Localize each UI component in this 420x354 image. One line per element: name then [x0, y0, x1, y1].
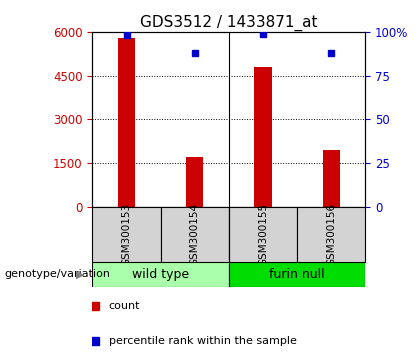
- Bar: [229, 262, 365, 287]
- Text: ▶: ▶: [76, 269, 84, 279]
- Text: wild type: wild type: [132, 268, 189, 281]
- Text: GSM300153: GSM300153: [121, 203, 131, 266]
- Text: furin null: furin null: [269, 268, 325, 281]
- Text: genotype/variation: genotype/variation: [4, 269, 110, 279]
- Bar: [297, 207, 365, 262]
- Bar: [92, 207, 161, 262]
- Bar: [229, 207, 297, 262]
- Text: percentile rank within the sample: percentile rank within the sample: [109, 336, 297, 346]
- Bar: [161, 207, 229, 262]
- Text: GSM300154: GSM300154: [190, 203, 200, 266]
- Bar: [255, 67, 272, 207]
- Bar: [323, 150, 340, 207]
- Bar: [118, 38, 135, 207]
- Title: GDS3512 / 1433871_at: GDS3512 / 1433871_at: [140, 14, 318, 30]
- Text: GSM300156: GSM300156: [326, 203, 336, 266]
- Bar: [186, 158, 203, 207]
- Text: GSM300155: GSM300155: [258, 203, 268, 266]
- Bar: [92, 262, 229, 287]
- Text: count: count: [109, 301, 140, 311]
